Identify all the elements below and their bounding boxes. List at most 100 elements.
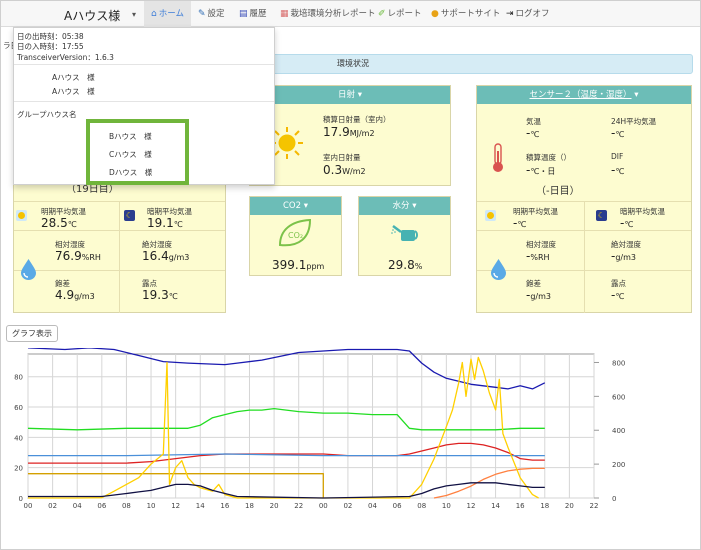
x-tick-label: 00 xyxy=(24,502,33,510)
chart-series-line-3 xyxy=(28,453,545,457)
dropdown-house-item[interactable]: Aハウス 様 xyxy=(52,87,95,96)
x-tick-label: 14 xyxy=(491,502,500,510)
sunset-time: 日の入時刻：17:55 xyxy=(17,42,84,51)
x-tick-label: 20 xyxy=(270,502,279,510)
sun-small-icon xyxy=(16,210,27,221)
y-right-tick-label: 800 xyxy=(612,359,625,367)
nav-analysis-report[interactable]: ▦ 栽培環境分析レポート xyxy=(280,1,376,27)
y-right-tick-label: 600 xyxy=(612,393,625,401)
y-left-tick-label: 20 xyxy=(14,465,23,473)
x-tick-label: 02 xyxy=(343,502,352,510)
co2-value: 399.1ppm xyxy=(272,258,325,272)
y-left-tick-label: 60 xyxy=(14,404,23,412)
x-tick-label: 22 xyxy=(294,502,303,510)
x-tick-label: 08 xyxy=(417,502,426,510)
sensor2-avg24-value: -℃ xyxy=(611,126,625,140)
sensor2-ah-value: -g/m3 xyxy=(611,249,636,263)
indoor-solar-value: 0.3W/m2 xyxy=(323,163,366,177)
sensor2-dew-value: -℃ xyxy=(611,288,625,302)
pencil-icon: ✐ xyxy=(378,9,386,19)
x-tick-label: 18 xyxy=(540,502,549,510)
solar-panel-header[interactable]: 日射 ▾ xyxy=(250,86,450,104)
chevron-down-icon[interactable]: ▾ xyxy=(132,10,137,19)
moon-icon: ☾ xyxy=(124,210,135,221)
chart-series-line-4 xyxy=(28,473,324,498)
group-house-item[interactable]: Cハウス 様 xyxy=(109,150,152,159)
x-tick-label: 20 xyxy=(565,502,574,510)
chart-series-line-0 xyxy=(27,348,546,390)
x-tick-label: 16 xyxy=(220,502,229,510)
x-tick-label: 16 xyxy=(516,502,525,510)
x-tick-label: 14 xyxy=(196,502,205,510)
chart-series-line-1 xyxy=(27,407,545,431)
x-tick-label: 12 xyxy=(171,502,180,510)
svg-text:CO₂: CO₂ xyxy=(288,231,303,240)
water-drop-icon xyxy=(20,258,37,280)
x-tick-label: 04 xyxy=(73,502,82,510)
water-value: 29.8% xyxy=(388,258,423,272)
group-house-item[interactable]: Dハウス 様 xyxy=(109,168,153,177)
history-chart-icon: ▤ xyxy=(239,9,248,19)
light-avg-value: 28.5℃ xyxy=(41,216,77,230)
ah-value: 16.4g/m3 xyxy=(142,249,190,263)
sun-small-icon xyxy=(485,210,496,221)
report-doc-icon: ▦ xyxy=(280,9,289,19)
x-tick-label: 10 xyxy=(147,502,156,510)
logout-icon: ⇥ xyxy=(506,9,514,19)
y-right-tick-label: 0 xyxy=(612,495,616,503)
hd-value: 4.9g/m3 xyxy=(55,288,95,302)
thermometer-icon xyxy=(491,143,505,173)
moon-icon: ☾ xyxy=(596,210,607,221)
co2-leaf-icon: CO₂ xyxy=(277,218,313,248)
nav-logoff[interactable]: ⇥ ログオフ xyxy=(506,1,550,27)
x-tick-label: 06 xyxy=(393,502,402,510)
house-dropdown-menu: 日の出時刻：05:38 日の入時刻：17:55 TransceiverVersi… xyxy=(13,27,275,185)
nav-history[interactable]: ▤ 履歴 xyxy=(239,1,267,27)
watering-can-icon xyxy=(391,222,421,244)
sensor2-temp-value: -℃ xyxy=(526,126,540,140)
y-right-tick-label: 200 xyxy=(612,461,625,469)
y-left-tick-label: 80 xyxy=(14,374,23,382)
nav-report[interactable]: ✐ レポート xyxy=(378,1,422,27)
y-left-tick-label: 0 xyxy=(19,495,23,503)
x-tick-label: 10 xyxy=(442,502,451,510)
nav-support-site[interactable]: ● サポートサイト xyxy=(431,1,500,27)
dew-value: 19.3℃ xyxy=(142,288,178,302)
sensor2-cum-value: -℃・日 xyxy=(526,163,556,177)
x-tick-label: 12 xyxy=(466,502,475,510)
nav-settings[interactable]: ✎ 設定 xyxy=(198,1,225,27)
dropdown-house-item[interactable]: Aハウス 様 xyxy=(52,73,95,82)
y-left-tick-label: 40 xyxy=(14,434,23,442)
wrench-icon: ✎ xyxy=(198,9,206,19)
chart-plot-area xyxy=(27,353,595,499)
x-tick-label: 18 xyxy=(245,502,254,510)
x-tick-label: 22 xyxy=(590,502,599,510)
group-house-item[interactable]: Bハウス 様 xyxy=(109,132,152,141)
sensor2-hd-value: -g/m3 xyxy=(526,288,551,302)
chart-series-line-5 xyxy=(433,467,545,499)
dark-avg-value: 19.1℃ xyxy=(147,216,183,230)
y-right-tick-label: 400 xyxy=(612,427,625,435)
group-highlight-box xyxy=(86,119,189,185)
sensor2-dark-value: -℃ xyxy=(620,216,634,230)
top-navbar: Aハウス様 ▾ ⌂ ホーム ✎ 設定 ▤ 履歴 ▦ 栽培環境分析レポート ✐ レポート ●… xyxy=(1,1,700,27)
group-house-label: グループハウス名 xyxy=(17,110,77,119)
cumulative-solar-value: 17.9MJ/m2 xyxy=(323,125,375,139)
show-graph-button[interactable]: グラフ表示 xyxy=(6,325,58,342)
sensor2-panel-header[interactable]: センサー２（温度・湿度） ▾ xyxy=(477,86,691,104)
sunrise-time: 日の出時刻：05:38 xyxy=(17,32,84,41)
co2-panel-header[interactable]: CO2 ▾ xyxy=(250,197,341,215)
sensor2-panel: センサー２（温度・湿度） ▾ 気温 -℃ 24H平均気温 -℃ 積算温度（） -… xyxy=(476,85,692,313)
question-icon: ● xyxy=(431,9,439,19)
chart-series-line-7 xyxy=(28,482,545,499)
water-panel: 水分 ▾ 29.8% xyxy=(358,196,451,276)
house-day-count: （19日目） xyxy=(66,184,119,195)
house-selector[interactable]: Aハウス様 xyxy=(64,9,121,23)
co2-panel: CO2 ▾ CO₂ 399.1ppm xyxy=(249,196,342,276)
x-tick-label: 02 xyxy=(48,502,57,510)
water-panel-header[interactable]: 水分 ▾ xyxy=(359,197,450,215)
transceiver-version: TransceiverVersion：1.6.3 xyxy=(17,53,114,62)
nav-home[interactable]: ⌂ ホーム xyxy=(144,1,191,27)
x-tick-label: 04 xyxy=(368,502,377,510)
rh-value: 76.9%RH xyxy=(55,249,101,263)
